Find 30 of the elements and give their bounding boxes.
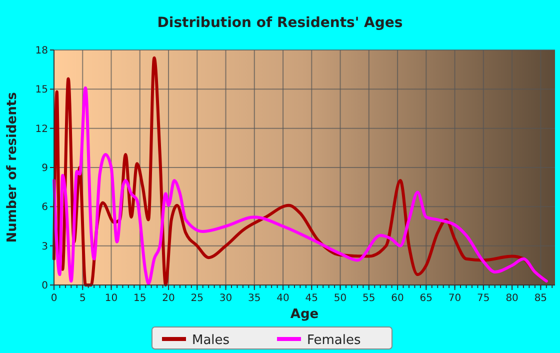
x-tick-label: 85 <box>534 293 548 304</box>
y-tick-label: 3 <box>42 241 48 252</box>
x-tick-label: 75 <box>477 293 490 304</box>
y-axis-title: Number of residents <box>5 92 20 243</box>
legend-label: Females <box>307 333 362 348</box>
y-tick-label: 15 <box>35 84 48 96</box>
y-tick-label: 12 <box>35 124 48 135</box>
x-tick-label: 40 <box>276 293 290 304</box>
chart-title: Distribution of Residents' Ages <box>157 15 403 31</box>
x-tick-label: 30 <box>219 293 232 304</box>
legend-label: Males <box>192 333 230 348</box>
y-tick-label: 18 <box>35 46 48 56</box>
x-tick-label: 5 <box>79 293 86 304</box>
x-tick-label: 45 <box>305 293 318 304</box>
x-tick-label: 10 <box>104 293 118 304</box>
y-tick-label: 6 <box>42 202 48 214</box>
x-tick-label: 50 <box>334 293 347 304</box>
x-tick-label: 25 <box>190 293 204 304</box>
x-tick-label: 80 <box>506 293 518 304</box>
x-tick-label: 60 <box>391 293 404 304</box>
x-tick-label: 35 <box>248 293 261 304</box>
x-tick-label: 15 <box>134 293 146 304</box>
x-tick-label: 70 <box>448 293 462 304</box>
x-tick-label: 0 <box>50 293 58 304</box>
x-tick-label: 20 <box>162 293 175 304</box>
y-tick-label: 0 <box>42 280 48 292</box>
x-tick-label: 65 <box>420 293 433 304</box>
x-axis-title: Age <box>290 307 319 322</box>
x-tick-label: 55 <box>362 293 376 304</box>
y-tick-label: 9 <box>42 163 48 174</box>
